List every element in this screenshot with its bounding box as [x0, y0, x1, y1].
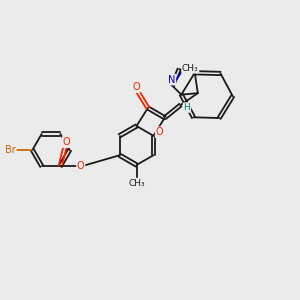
Text: O: O: [132, 82, 140, 92]
Text: N: N: [168, 75, 176, 85]
Text: O: O: [62, 137, 70, 147]
Text: Br: Br: [5, 145, 16, 155]
Text: H: H: [184, 103, 190, 112]
Text: CH₃: CH₃: [128, 178, 145, 188]
Text: O: O: [156, 127, 163, 137]
Text: CH₃: CH₃: [182, 64, 199, 73]
Text: O: O: [77, 161, 85, 171]
